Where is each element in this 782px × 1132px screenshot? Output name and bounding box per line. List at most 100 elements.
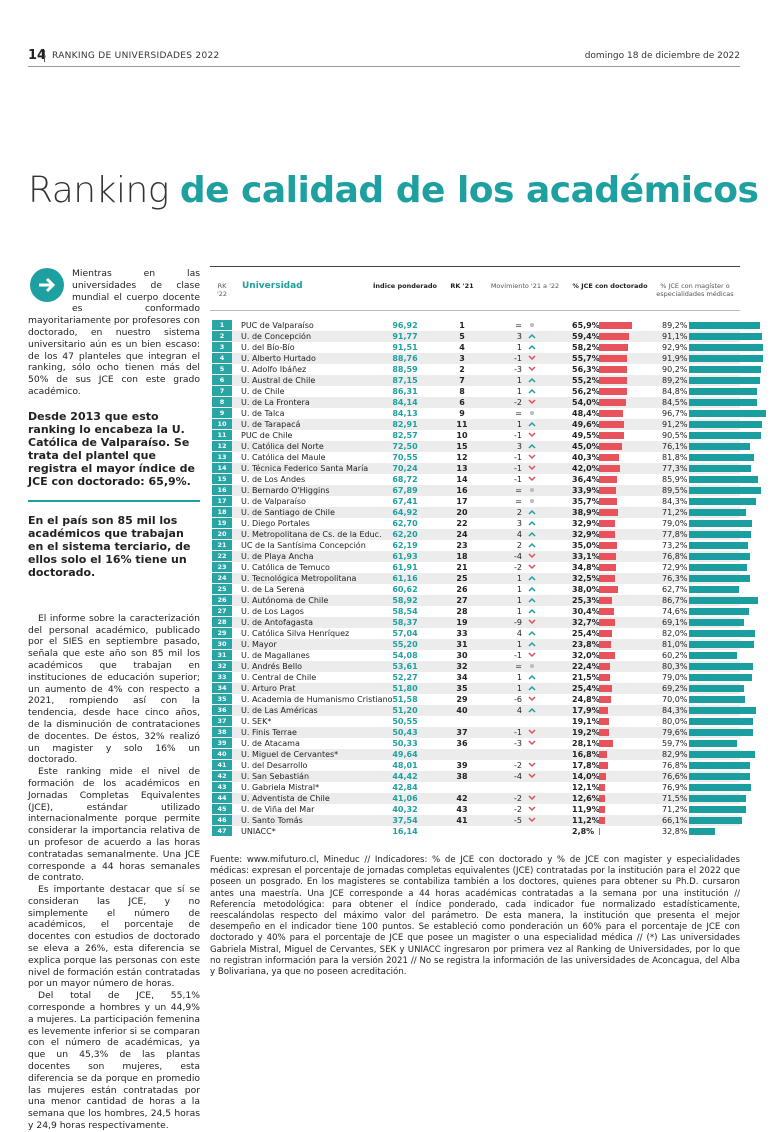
index: 62,70 — [392, 519, 418, 528]
doctorate-bar — [599, 641, 611, 648]
doctorate-label: 36,4% — [572, 475, 600, 484]
magister-bar — [689, 608, 749, 615]
doctorate-label: 56,2% — [572, 387, 600, 396]
rank-cell: 23 — [212, 562, 232, 572]
magister-bar — [689, 333, 762, 340]
rk21: 11 — [456, 420, 468, 429]
magister-label: 82,9% — [662, 750, 688, 759]
movement: 1 — [516, 640, 522, 649]
movement-icon — [528, 695, 536, 703]
rank-cell: 33 — [212, 672, 232, 682]
index: 72,50 — [392, 442, 418, 451]
index: 64,92 — [392, 508, 418, 517]
movement-icon — [528, 387, 536, 395]
doctorate-bar — [599, 388, 628, 395]
university: U. Técnica Federico Santa María — [241, 464, 369, 473]
magister-bar — [689, 630, 755, 637]
rk21: 34 — [456, 673, 468, 682]
doctorate-label: 32,5% — [572, 574, 600, 583]
doctorate-label: 58,2% — [572, 343, 600, 352]
rk21: 19 — [456, 618, 468, 627]
rk21: 28 — [456, 607, 468, 616]
rank-cell: 9 — [212, 408, 232, 418]
movement: -9 — [514, 618, 522, 627]
doctorate-bar — [599, 366, 628, 373]
rank-cell: 1 — [212, 320, 232, 330]
row-shade — [232, 551, 740, 562]
university: U. de Antofagasta — [241, 618, 313, 627]
movement-icon — [528, 805, 536, 813]
movement-icon — [528, 464, 536, 472]
university: U. Academia de Humanismo Cristiano — [241, 695, 393, 704]
rk21: 31 — [456, 640, 468, 649]
magister-label: 60,2% — [662, 651, 688, 660]
doctorate-label: 2,8% — [572, 827, 595, 836]
magister-bar — [689, 564, 748, 571]
doctorate-label: 65,9% — [572, 321, 600, 330]
university: U. Mayor — [241, 640, 277, 649]
row-shade — [232, 573, 740, 584]
magister-bar — [689, 388, 757, 395]
index: 67,89 — [392, 486, 418, 495]
doctorate-bar — [599, 432, 624, 439]
magister-bar — [689, 443, 750, 450]
rk21: 10 — [456, 431, 468, 440]
university: U. de Las Américas — [241, 706, 318, 715]
doctorate-label: 40,3% — [572, 453, 600, 462]
movement: 2 — [516, 508, 522, 517]
header-cell: Movimiento '21 a '22 — [490, 282, 560, 290]
doctorate-bar — [599, 817, 605, 824]
rk21: 15 — [456, 442, 468, 451]
university: U. Gabriela Mistral* — [241, 783, 320, 792]
movement-icon — [528, 376, 536, 384]
magister-bar — [689, 531, 752, 538]
movement: 1 — [516, 420, 522, 429]
magister-label: 85,9% — [662, 475, 688, 484]
title: Ranking de calidad de los académicos — [28, 170, 759, 211]
magister-label: 66,1% — [662, 816, 688, 825]
magister-bar — [689, 641, 754, 648]
magister-label: 91,1% — [662, 332, 688, 341]
magister-bar — [689, 685, 745, 692]
doctorate-label: 45,0% — [572, 442, 600, 451]
magister-bar — [689, 751, 756, 758]
paragraph: Es importante destacar que sí se conside… — [28, 884, 200, 990]
index: 51,20 — [392, 706, 418, 715]
movement-icon — [528, 398, 536, 406]
doctorate-label: 42,0% — [572, 464, 600, 473]
magister-label: 72,9% — [662, 563, 688, 572]
magister-label: 91,2% — [662, 420, 688, 429]
page: 14 RANKING DE UNIVERSIDADES 2022 domingo… — [28, 48, 767, 1132]
university: U. de Magallanes — [241, 651, 310, 660]
doctorate-bar — [599, 806, 605, 813]
rank-cell: 16 — [212, 485, 232, 495]
magister-bar — [689, 410, 767, 417]
magister-label: 69,1% — [662, 618, 688, 627]
rank-cell: 29 — [212, 628, 232, 638]
movement-icon — [528, 497, 536, 505]
doctorate-label: 56,3% — [572, 365, 600, 374]
index: 61,16 — [392, 574, 418, 583]
doctorate-label: 32,9% — [572, 519, 600, 528]
row-shade — [232, 463, 740, 474]
rk21: 29 — [456, 695, 468, 704]
magister-bar — [689, 597, 759, 604]
rk21: 7 — [459, 376, 465, 385]
index: 84,13 — [392, 409, 418, 418]
doctorate-bar — [599, 597, 612, 604]
rk21: 3 — [459, 354, 465, 363]
rank-cell: 46 — [212, 815, 232, 825]
doctorate-bar — [599, 575, 616, 582]
index: 53,61 — [392, 662, 418, 671]
doctorate-label: 54,0% — [572, 398, 600, 407]
rk21: 8 — [459, 387, 465, 396]
doctorate-bar — [599, 740, 614, 747]
university: U. Tecnológica Metropolitana — [241, 574, 357, 583]
university: U. Miguel de Cervantes* — [241, 750, 339, 759]
rank-cell: 4 — [212, 353, 232, 363]
university: UNIACC* — [241, 827, 276, 836]
arrow-icon — [30, 268, 64, 302]
magister-label: 84,3% — [662, 497, 688, 506]
index: 82,57 — [392, 431, 418, 440]
doctorate-label: 33,1% — [572, 552, 600, 561]
